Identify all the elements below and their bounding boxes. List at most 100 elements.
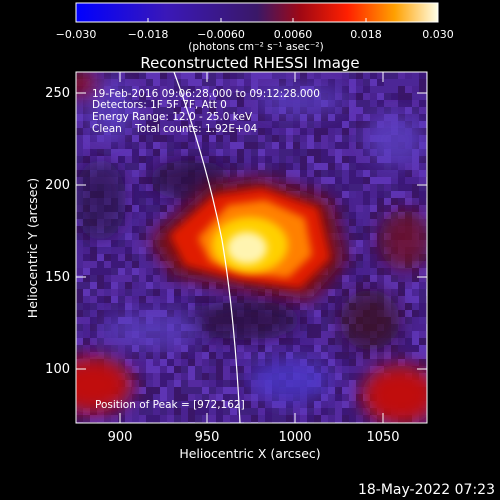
noise-pixel: [223, 128, 230, 135]
noise-pixel: [90, 415, 97, 422]
noise-pixel: [342, 401, 349, 408]
noise-pixel: [97, 135, 104, 142]
noise-pixel: [167, 142, 174, 149]
noise-pixel: [300, 296, 307, 303]
noise-pixel: [76, 240, 83, 247]
noise-pixel: [244, 163, 251, 170]
noise-pixel: [104, 268, 111, 275]
noise-pixel: [209, 135, 216, 142]
noise-pixel: [167, 401, 174, 408]
noise-pixel: [356, 121, 363, 128]
noise-pixel: [90, 331, 97, 338]
noise-pixel: [349, 380, 356, 387]
noise-pixel: [195, 387, 202, 394]
noise-pixel: [286, 303, 293, 310]
noise-pixel: [139, 226, 146, 233]
noise-pixel: [412, 345, 419, 352]
noise-pixel: [195, 352, 202, 359]
noise-pixel: [307, 324, 314, 331]
noise-pixel: [251, 156, 258, 163]
noise-pixel: [181, 359, 188, 366]
noise-pixel: [160, 366, 167, 373]
noise-pixel: [244, 338, 251, 345]
noise-pixel: [139, 121, 146, 128]
noise-pixel: [104, 261, 111, 268]
plot-title: Reconstructed RHESSI Image: [140, 54, 359, 72]
noise-pixel: [104, 156, 111, 163]
noise-pixel: [139, 359, 146, 366]
noise-pixel: [300, 128, 307, 135]
noise-pixel: [335, 324, 342, 331]
noise-pixel: [188, 79, 195, 86]
noise-pixel: [244, 359, 251, 366]
noise-pixel: [90, 282, 97, 289]
noise-pixel: [244, 79, 251, 86]
noise-pixel: [398, 296, 405, 303]
noise-pixel: [153, 100, 160, 107]
noise-pixel: [405, 205, 412, 212]
noise-pixel: [209, 401, 216, 408]
noise-pixel: [174, 114, 181, 121]
noise-pixel: [97, 289, 104, 296]
noise-pixel: [97, 72, 104, 79]
noise-pixel: [356, 282, 363, 289]
noise-pixel: [132, 282, 139, 289]
noise-pixel: [230, 107, 237, 114]
noise-pixel: [209, 121, 216, 128]
noise-pixel: [139, 156, 146, 163]
noise-pixel: [293, 352, 300, 359]
noise-pixel: [265, 149, 272, 156]
noise-pixel: [258, 338, 265, 345]
noise-pixel: [90, 275, 97, 282]
noise-pixel: [202, 135, 209, 142]
noise-pixel: [104, 254, 111, 261]
noise-pixel: [237, 72, 244, 79]
noise-pixel: [216, 142, 223, 149]
noise-pixel: [335, 142, 342, 149]
noise-pixel: [300, 121, 307, 128]
noise-pixel: [76, 338, 83, 345]
noise-pixel: [314, 352, 321, 359]
noise-pixel: [279, 415, 286, 422]
noise-pixel: [230, 296, 237, 303]
noise-pixel: [216, 289, 223, 296]
noise-pixel: [195, 86, 202, 93]
noise-pixel: [132, 156, 139, 163]
noise-pixel: [125, 170, 132, 177]
noise-pixel: [167, 149, 174, 156]
noise-pixel: [419, 163, 426, 170]
noise-pixel: [314, 408, 321, 415]
noise-pixel: [139, 205, 146, 212]
noise-pixel: [398, 191, 405, 198]
noise-pixel: [321, 415, 328, 422]
noise-pixel: [405, 303, 412, 310]
noise-pixel: [342, 177, 349, 184]
noise-pixel: [160, 121, 167, 128]
noise-pixel: [265, 415, 272, 422]
noise-pixel: [125, 205, 132, 212]
noise-pixel: [188, 401, 195, 408]
noise-pixel: [419, 352, 426, 359]
noise-pixel: [342, 408, 349, 415]
noise-pixel: [300, 72, 307, 79]
noise-pixel: [188, 149, 195, 156]
noise-pixel: [412, 177, 419, 184]
noise-pixel: [139, 177, 146, 184]
noise-pixel: [174, 408, 181, 415]
noise-pixel: [174, 359, 181, 366]
noise-pixel: [160, 72, 167, 79]
noise-pixel: [258, 72, 265, 79]
noise-pixel: [300, 184, 307, 191]
noise-pixel: [237, 408, 244, 415]
noise-pixel: [356, 205, 363, 212]
noise-pixel: [328, 296, 335, 303]
noise-pixel: [76, 170, 83, 177]
noise-pixel: [76, 415, 83, 422]
noise-pixel: [314, 296, 321, 303]
noise-pixel: [419, 191, 426, 198]
noise-pixel: [356, 247, 363, 254]
noise-pixel: [370, 226, 377, 233]
noise-pixel: [405, 352, 412, 359]
noise-pixel: [146, 352, 153, 359]
noise-pixel: [139, 401, 146, 408]
